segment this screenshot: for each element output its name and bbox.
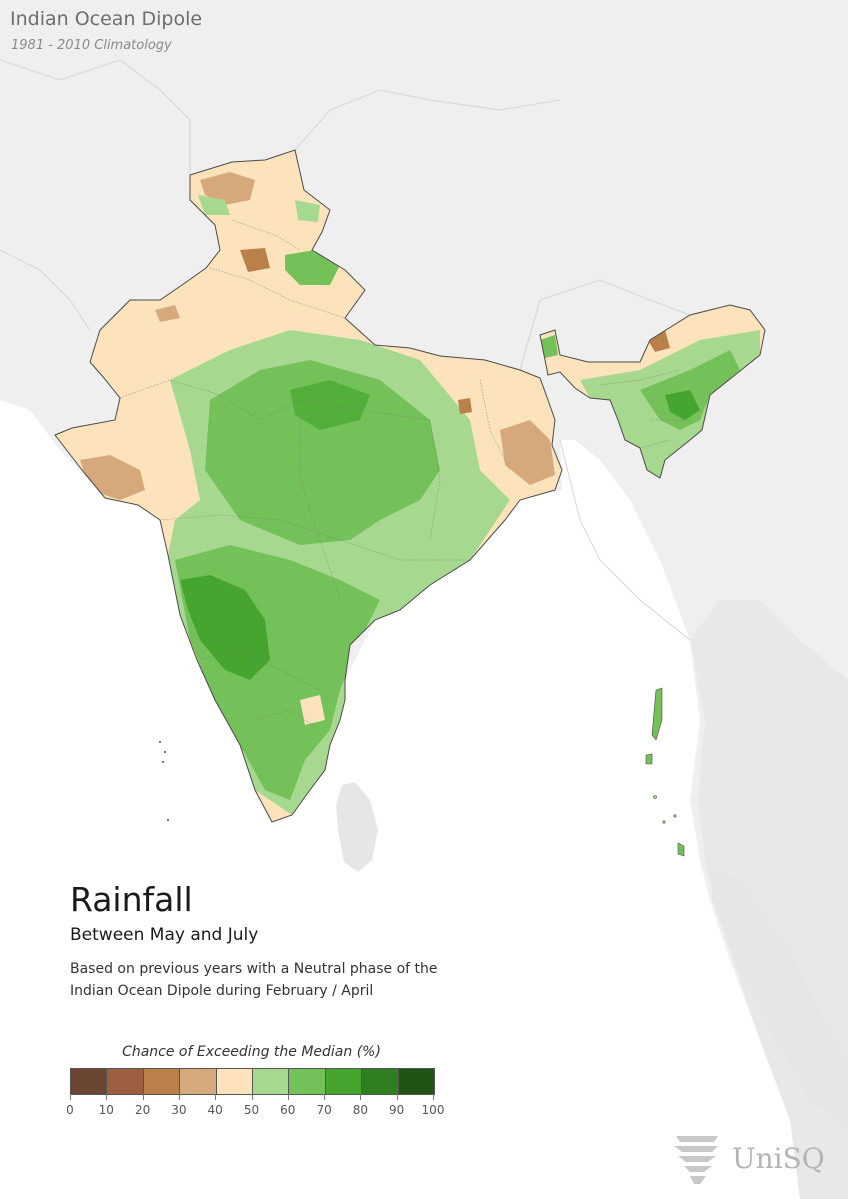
- legend-tick-label: 80: [352, 1103, 369, 1117]
- legend-tick-label: 60: [280, 1103, 296, 1117]
- legend-tick-mark: [106, 1094, 108, 1100]
- legend-tick-mark: [251, 1094, 253, 1100]
- legend-tick-label: 40: [207, 1103, 223, 1117]
- legend-tick-mark: [396, 1094, 398, 1100]
- legend-tick-mark: [215, 1094, 217, 1100]
- sri-lanka-landmass: [336, 782, 378, 872]
- legend-swatch-5: [253, 1069, 290, 1094]
- legend-tick-mark: [324, 1094, 326, 1100]
- legend-tick-label: 20: [134, 1103, 151, 1117]
- unisq-emblem-icon: [674, 1136, 718, 1184]
- legend-tick-label: 10: [98, 1103, 114, 1117]
- legend-swatch-1: [107, 1069, 144, 1094]
- legend-swatch-9: [398, 1069, 435, 1094]
- neighbor-borders: [0, 59, 691, 641]
- legend-swatch-2: [143, 1069, 181, 1094]
- legend-title: Chance of Exceeding the Median (%): [122, 1044, 381, 1060]
- legend-swatch-8: [362, 1069, 399, 1094]
- legend-tick-mark: [70, 1094, 71, 1100]
- legend-swatch-4: [216, 1069, 254, 1094]
- legend-tick-mark: [178, 1094, 180, 1100]
- variable-title: Rainfall: [70, 880, 193, 919]
- legend-swatch-0: [71, 1069, 108, 1094]
- legend-color-bar: [70, 1068, 435, 1095]
- legend-tick-mark: [142, 1094, 144, 1100]
- legend-ticks: 0 10 20 30 40 50 60 70 80 90 100: [66, 1094, 444, 1124]
- legend-swatch-6: [289, 1069, 326, 1094]
- period-label: Between May and July: [70, 925, 259, 945]
- legend-swatch-3: [180, 1069, 217, 1094]
- legend-tick-label: 50: [243, 1103, 260, 1117]
- lakshadweep-islands: [159, 741, 169, 821]
- map-subtitle: 1981 - 2010 Climatology: [11, 38, 172, 53]
- legend-tick-label: 100: [421, 1103, 445, 1117]
- legend-tick-label: 0: [66, 1103, 74, 1117]
- description-line-2: Indian Ocean Dipole during February / Ap…: [70, 983, 374, 999]
- andaman-nicobar-islands: [645, 687, 685, 857]
- description-line-1: Based on previous years with a Neutral p…: [70, 961, 438, 977]
- legend-tick-label: 70: [316, 1103, 332, 1117]
- sumatra-landmass: [712, 870, 848, 1130]
- logo-text: UniSQ: [732, 1142, 825, 1175]
- unisq-logo: UniSQ: [672, 1132, 832, 1187]
- legend-tick-mark: [287, 1094, 289, 1100]
- legend-swatch-7: [325, 1069, 363, 1094]
- legend-tick-label: 30: [171, 1103, 187, 1117]
- legend-tick-label: 90: [389, 1103, 405, 1117]
- description: Based on previous years with a Neutral p…: [70, 958, 470, 1002]
- legend-tick-mark: [433, 1094, 434, 1100]
- legend-tick-mark: [360, 1094, 362, 1100]
- map-title: Indian Ocean Dipole: [10, 8, 203, 30]
